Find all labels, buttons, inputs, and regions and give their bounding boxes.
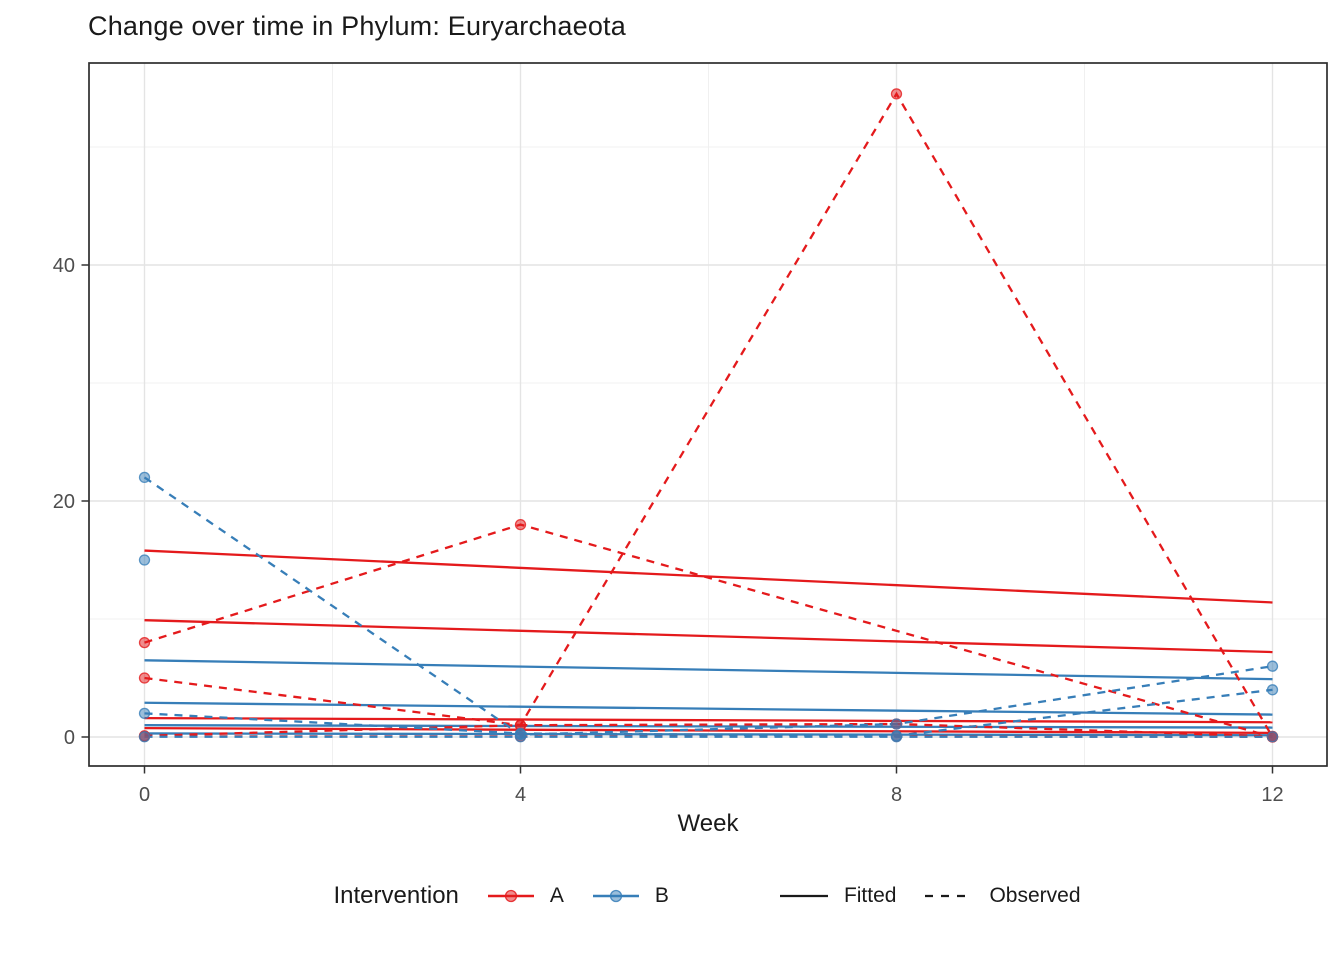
plot-area: 0 4 8 12 0 20 40 <box>53 62 1328 806</box>
legend-item-fitted: Fitted <box>777 883 897 909</box>
x-tick-label: 0 <box>139 784 150 806</box>
data-point-a <box>514 518 527 531</box>
panel-border <box>88 62 1328 767</box>
legend-label-observed: Observed <box>989 884 1081 907</box>
legend-item-group-a: A <box>485 883 564 909</box>
legend-label-b: B <box>654 884 669 907</box>
legend-spacer <box>695 896 751 897</box>
legend: Intervention A B Fitted <box>0 882 1344 910</box>
data-point-b <box>1266 731 1279 743</box>
data-point-a <box>890 88 903 100</box>
data-point-b <box>514 731 527 743</box>
data-point-b <box>1266 660 1279 672</box>
series-line-a-fitted <box>144 716 1273 724</box>
x-tick-label: 8 <box>891 784 902 806</box>
series-line-b-fitted <box>144 701 1273 716</box>
legend-key-fitted-icon <box>779 894 828 898</box>
series-line-a-observed <box>144 91 1274 738</box>
data-point-a <box>138 672 151 684</box>
data-point-b <box>138 707 151 720</box>
data-point-a <box>138 636 151 649</box>
data-point-b <box>890 718 903 730</box>
y-tick-label: 20 <box>53 491 75 513</box>
legend-label-fitted: Fitted <box>843 884 897 907</box>
series-line-a-fitted <box>144 727 1273 735</box>
legend-key-b-icon <box>592 889 639 903</box>
data-point-b <box>138 471 151 484</box>
series-line-b-fitted <box>144 732 1273 737</box>
legend-item-observed: Observed <box>922 883 1081 909</box>
legend-key-a-icon <box>487 889 534 903</box>
legend-label-a: A <box>549 884 564 907</box>
legend-title: Intervention <box>333 882 459 909</box>
data-point-b <box>890 731 903 743</box>
y-tick-label: 0 <box>64 727 75 749</box>
y-tick-label: 40 <box>53 255 75 277</box>
data-point-b <box>138 554 151 566</box>
data-point-b <box>138 731 151 743</box>
series-line-b-observed <box>143 476 1273 736</box>
series-line-a-fitted <box>144 619 1273 654</box>
x-axis-label: Week <box>677 810 739 837</box>
data-point-b <box>1266 684 1279 696</box>
series-line-b-fitted <box>144 724 1273 729</box>
chart-title: Change over time in Phylum: Euryarchaeot… <box>88 11 626 41</box>
legend-item-group-b: B <box>590 883 669 909</box>
x-tick-label: 4 <box>515 784 526 806</box>
series-line-b-fitted <box>144 659 1273 681</box>
legend-key-observed-icon <box>925 894 974 898</box>
x-tick-label: 12 <box>1261 784 1283 806</box>
